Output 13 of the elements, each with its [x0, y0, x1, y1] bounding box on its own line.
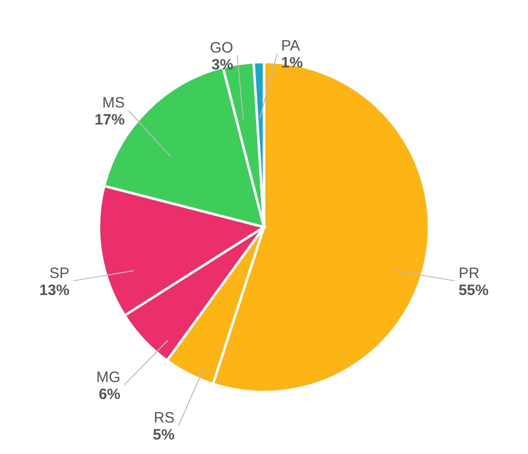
- data-label: 6%: [98, 386, 120, 403]
- slice-label: SP: [49, 264, 70, 282]
- slice-label: PR: [458, 264, 480, 282]
- slice-label: RS: [154, 410, 175, 427]
- data-label: 5%: [152, 426, 175, 444]
- data-label: 13%: [39, 282, 70, 299]
- data-label: 55%: [458, 282, 489, 299]
- data-label: 17%: [94, 112, 125, 129]
- slice-label: GO: [210, 39, 234, 56]
- data-label: 3%: [211, 56, 234, 74]
- slice-label: PA: [281, 38, 300, 55]
- slice-label: MS: [102, 94, 125, 112]
- slice-label: MG: [96, 368, 120, 386]
